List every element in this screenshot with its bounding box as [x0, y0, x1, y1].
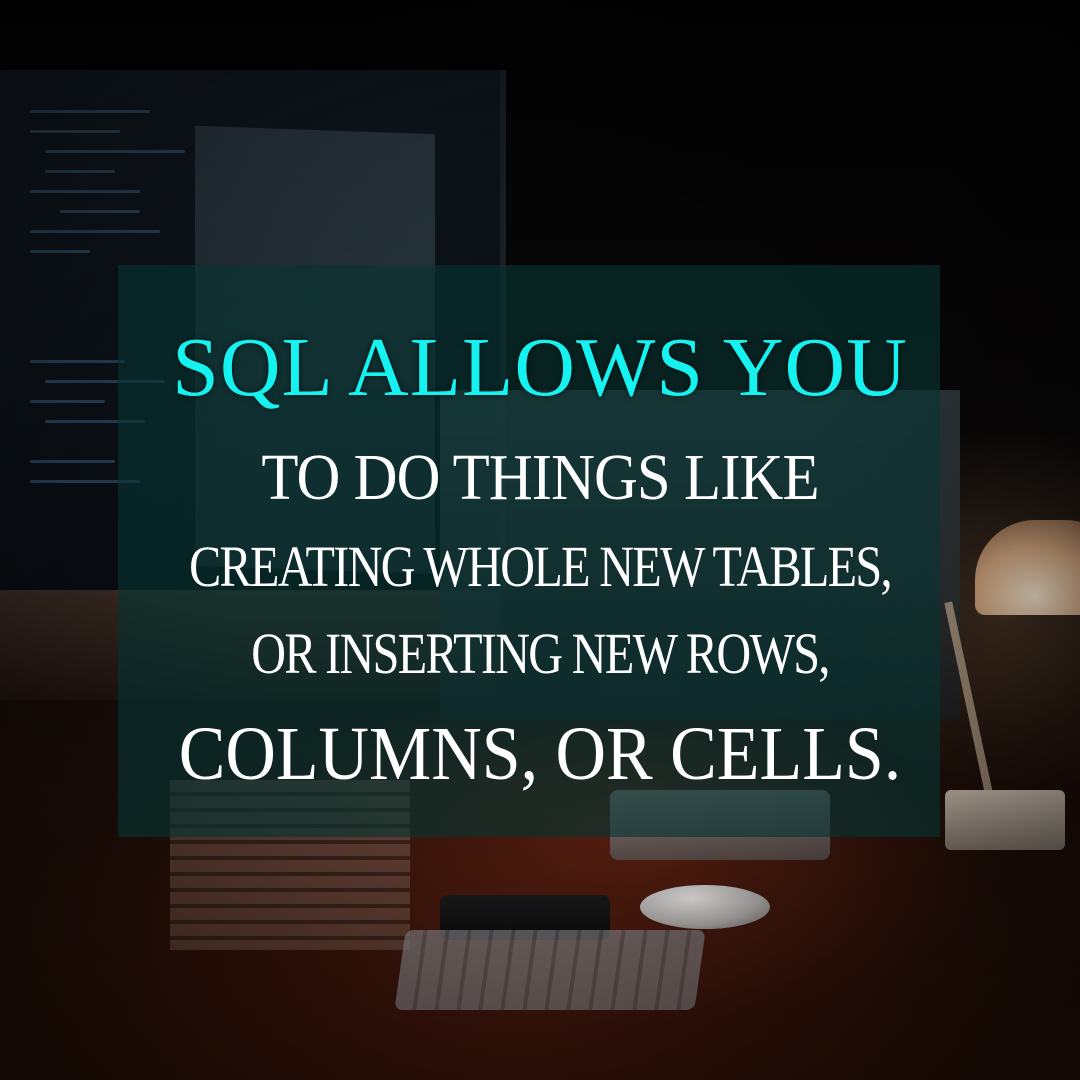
headline-line-3: CREATING WHOLE NEW TABLES, [189, 534, 892, 599]
headline-line-5: COLUMNS, OR CELLS. [178, 712, 902, 796]
text-panel [118, 265, 940, 837]
headline-line-2: TO DO THINGS LIKE [261, 441, 819, 514]
headline-line-1: SQL ALLOWS YOU [172, 321, 908, 414]
headline-line-4: OR INSERTING NEW ROWS, [251, 621, 830, 686]
